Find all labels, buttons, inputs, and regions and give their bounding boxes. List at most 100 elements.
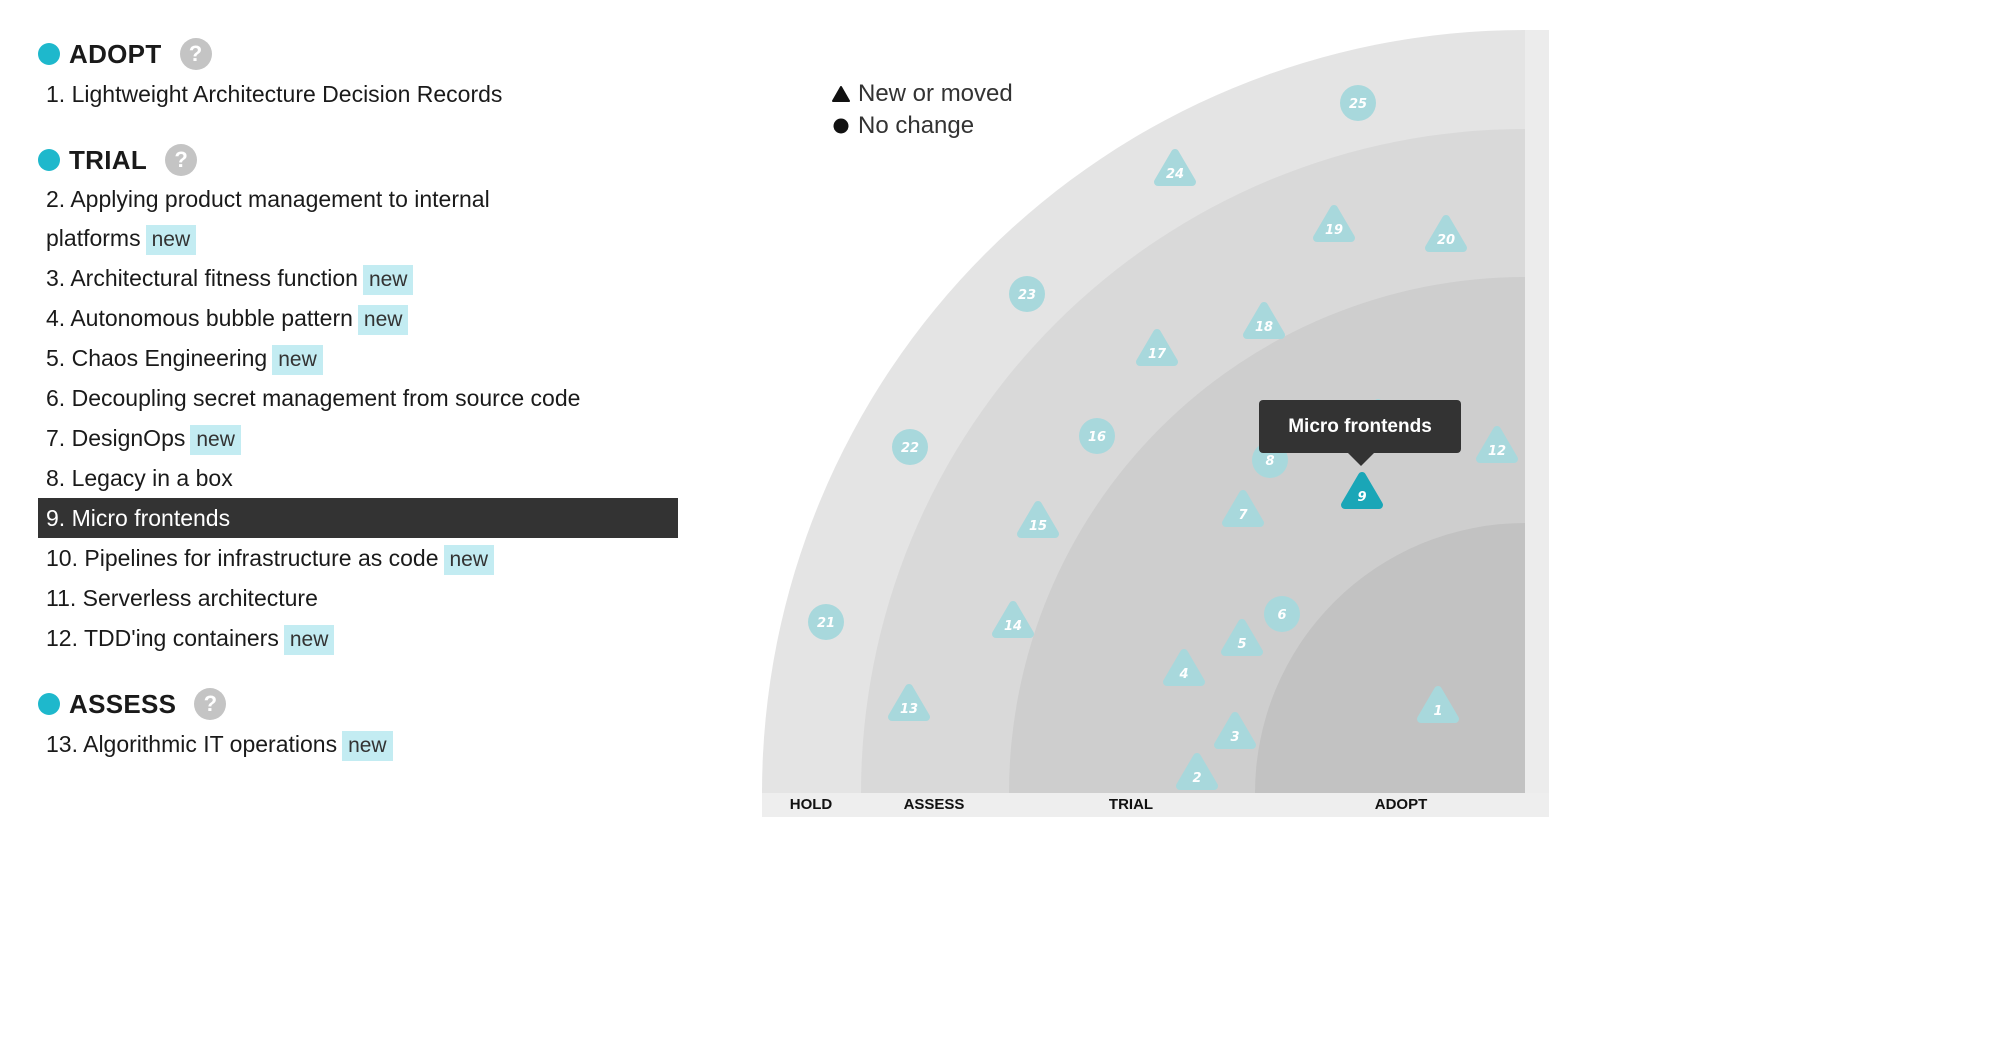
new-badge: new (342, 731, 393, 761)
triangle-icon (1313, 205, 1355, 242)
triangle-icon (1017, 501, 1059, 538)
blip-number: 6 (1277, 608, 1286, 623)
blip-number: 4 (1178, 667, 1188, 682)
blip-number: 2 (1192, 771, 1201, 786)
new-badge: new (443, 545, 495, 575)
blip-number: 2 (46, 186, 70, 212)
circle-icon (1264, 596, 1300, 632)
radar-blip-19[interactable]: 19 (1313, 205, 1355, 242)
blip-number: 23 (1018, 288, 1036, 303)
radar-blip-3[interactable]: 3 (1214, 712, 1256, 749)
new-badge: new (283, 625, 335, 655)
blip-name: Pipelines for infrastructure as code (84, 545, 439, 571)
blip-list: ADOPT ? 1Lightweight Architecture Decisi… (38, 34, 678, 790)
radar-blip-13[interactable]: 13 (888, 684, 930, 721)
radar-blip-21[interactable]: 21 (808, 604, 844, 640)
blip-item-7[interactable]: 7DesignOpsnew (38, 418, 678, 458)
ring-section-trial: TRIAL ? 2Applying product management to … (38, 140, 678, 658)
radar-blip-23[interactable]: 23 (1009, 276, 1045, 312)
radar-blip-14[interactable]: 14 (992, 601, 1034, 638)
triangle-icon (888, 684, 930, 721)
circle-icon (808, 604, 844, 640)
blip-number: 5 (46, 345, 72, 371)
ring-header-adopt: ADOPT ? (38, 34, 678, 74)
radar-blip-15[interactable]: 15 (1017, 501, 1059, 538)
blip-list-trial: 2Applying product management to internal… (38, 180, 678, 658)
help-icon[interactable]: ? (165, 144, 198, 176)
radar-blip-17[interactable]: 17 (1136, 329, 1178, 366)
blip-number: 3 (46, 265, 70, 291)
triangle-icon (1341, 472, 1383, 509)
ring-title: TRIAL (69, 144, 148, 175)
ring-dot-icon (38, 149, 60, 171)
ring-dot-icon (38, 693, 60, 715)
blip-number: 13 (900, 702, 918, 717)
triangle-icon (1417, 686, 1459, 723)
blip-number: 15 (1029, 519, 1047, 534)
legend-no-change: No change (832, 110, 1013, 142)
blip-item-6[interactable]: 6Decoupling secret management from sourc… (38, 378, 678, 418)
triangle-icon (1176, 753, 1218, 790)
circle-icon (1009, 276, 1045, 312)
radar-blip-16[interactable]: 16 (1079, 418, 1115, 454)
radar-blip-12[interactable]: 12 (1476, 426, 1518, 463)
blip-number: 24 (1166, 167, 1184, 182)
blip-number: 4 (46, 305, 70, 331)
new-badge: new (357, 305, 409, 335)
blip-number: 17 (1148, 347, 1167, 362)
blip-item-9[interactable]: 9Micro frontends (38, 498, 678, 538)
blip-item-11[interactable]: 11Serverless architecture (38, 578, 678, 618)
blip-item-10[interactable]: 10Pipelines for infrastructure as codene… (38, 538, 678, 578)
circle-icon (1340, 85, 1376, 121)
radar-blip-7[interactable]: 7 (1222, 490, 1264, 527)
blip-name: TDD'ing containers (83, 625, 279, 651)
blip-number: 1 (46, 81, 72, 107)
radar-blip-25[interactable]: 25 (1340, 85, 1376, 121)
radar-blip-6[interactable]: 6 (1264, 596, 1300, 632)
triangle-icon (1221, 619, 1263, 656)
radar-blip-9[interactable]: 9 (1341, 472, 1383, 509)
blip-name: Lightweight Architecture Decision Record… (71, 81, 503, 107)
legend-new-or-moved-label: New or moved (858, 80, 1013, 107)
blip-number: 16 (1088, 430, 1106, 445)
blip-item-1[interactable]: 1Lightweight Architecture Decision Recor… (38, 74, 678, 114)
axis-label-hold: HOLD (790, 796, 833, 813)
triangle-icon (1476, 426, 1518, 463)
blip-number: 22 (901, 441, 919, 456)
help-icon[interactable]: ? (179, 38, 212, 70)
help-icon[interactable]: ? (194, 688, 227, 720)
blip-number: 21 (817, 616, 835, 631)
new-badge: new (362, 265, 414, 295)
radar-blip-1[interactable]: 1 (1417, 686, 1459, 723)
blip-number: 1 (1433, 704, 1442, 719)
blip-number: 3 (1230, 730, 1239, 745)
blip-number: 8 (1265, 454, 1274, 469)
triangle-icon (1425, 215, 1467, 252)
circle-icon (892, 429, 928, 465)
new-badge: new (190, 425, 241, 455)
blip-item-8[interactable]: 8Legacy in a box (38, 458, 678, 498)
radar-blip-20[interactable]: 20 (1425, 215, 1467, 252)
axis-band (762, 793, 1549, 817)
radar-blip-18[interactable]: 18 (1243, 302, 1285, 339)
blip-item-2[interactable]: 2Applying product management to internal… (38, 180, 534, 258)
blip-name: Applying product management to internal … (46, 186, 490, 251)
triangle-icon (1222, 490, 1264, 527)
radar-blip-5[interactable]: 5 (1221, 619, 1263, 656)
blip-name: Serverless architecture (82, 585, 318, 611)
triangle-icon (832, 86, 850, 102)
radar-blip-24[interactable]: 24 (1154, 149, 1196, 186)
radar-blip-4[interactable]: 4 (1163, 649, 1205, 686)
blip-number: 10 (46, 545, 84, 571)
tooltip-arrow (1347, 452, 1375, 466)
radar-blip-22[interactable]: 22 (892, 429, 928, 465)
blip-name: Algorithmic IT operations (83, 731, 338, 757)
radar-blip-2[interactable]: 2 (1176, 753, 1218, 790)
blip-list-adopt: 1Lightweight Architecture Decision Recor… (38, 74, 678, 114)
